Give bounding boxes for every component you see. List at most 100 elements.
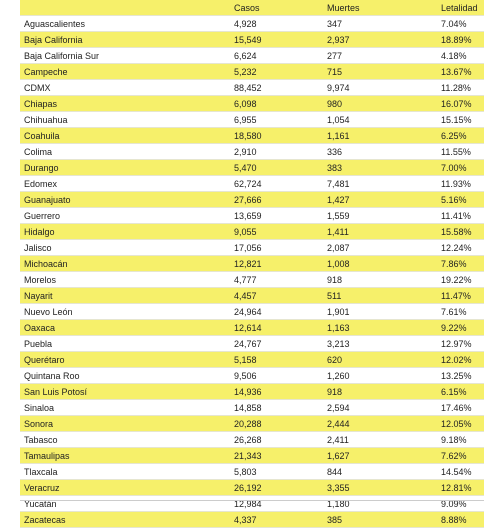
value-cell: 715 (323, 63, 437, 80)
value-cell: 1,161 (323, 127, 437, 144)
value-cell: 1,901 (323, 303, 437, 320)
value-cell: 918 (323, 271, 437, 288)
value-cell: 8.88% (437, 511, 484, 528)
table-row: Quintana Roo 9,506 1,260 13.25% (20, 367, 484, 384)
table-row: CDMX 88,452 9,974 11.28% (20, 79, 484, 96)
header-cell: Letalidad (437, 0, 484, 16)
value-cell: 26,268 (230, 431, 323, 448)
value-cell: 4,777 (230, 271, 323, 288)
value-cell: 11.47% (437, 287, 484, 304)
value-cell: 1,163 (323, 319, 437, 336)
bottom-rule (20, 500, 484, 501)
value-cell: 19.22% (437, 271, 484, 288)
table-row: Tabasco 26,268 2,411 9.18% (20, 431, 484, 448)
value-cell: 88,452 (230, 79, 323, 96)
state-cell: Querétaro (20, 351, 230, 368)
table-row: Jalisco 17,056 2,087 12.24% (20, 239, 484, 256)
value-cell: 4,457 (230, 287, 323, 304)
value-cell: 2,444 (323, 415, 437, 432)
value-cell: 21,343 (230, 447, 323, 464)
state-cell: Oaxaca (20, 319, 230, 336)
value-cell: 12.02% (437, 351, 484, 368)
table-row: Tamaulipas 21,343 1,627 7.62% (20, 447, 484, 464)
value-cell: 13,659 (230, 207, 323, 224)
table-row: Zacatecas 4,337 385 8.88% (20, 511, 484, 528)
value-cell: 15.15% (437, 111, 484, 128)
value-cell: 9.22% (437, 319, 484, 336)
value-cell: 2,087 (323, 239, 437, 256)
value-cell: 3,355 (323, 479, 437, 496)
value-cell: 4.18% (437, 47, 484, 64)
table-row: San Luis Potosí 14,936 918 6.15% (20, 383, 484, 400)
header-cell: Muertes (323, 0, 437, 16)
state-cell: Veracruz (20, 479, 230, 496)
state-cell: San Luis Potosí (20, 383, 230, 400)
value-cell: 18,580 (230, 127, 323, 144)
table-row: Baja California Sur 6,624 277 4.18% (20, 47, 484, 64)
table-row: Durango 5,470 383 7.00% (20, 159, 484, 176)
table-row: Colima 2,910 336 11.55% (20, 143, 484, 160)
table-row: Chihuahua 6,955 1,054 15.15% (20, 111, 484, 128)
table-header: Casos Muertes Letalidad (20, 0, 484, 16)
value-cell: 12.05% (437, 415, 484, 432)
data-table: Casos Muertes Letalidad Aguascalientes 4,… (20, 0, 484, 528)
value-cell: 4,337 (230, 511, 323, 528)
value-cell: 277 (323, 47, 437, 64)
state-cell: Nuevo León (20, 303, 230, 320)
state-cell: Chihuahua (20, 111, 230, 128)
value-cell: 20,288 (230, 415, 323, 432)
state-cell: Morelos (20, 271, 230, 288)
table-row: Yucatán 12,984 1,180 9.09% (20, 495, 484, 512)
value-cell: 918 (323, 383, 437, 400)
state-cell: Tlaxcala (20, 463, 230, 480)
value-cell: 7.61% (437, 303, 484, 320)
value-cell: 6,624 (230, 47, 323, 64)
value-cell: 9,506 (230, 367, 323, 384)
state-cell: Sinaloa (20, 399, 230, 416)
state-cell: Chiapas (20, 95, 230, 112)
value-cell: 12.24% (437, 239, 484, 256)
value-cell: 17.46% (437, 399, 484, 416)
state-cell: Baja California Sur (20, 47, 230, 64)
value-cell: 1,427 (323, 191, 437, 208)
value-cell: 12.97% (437, 335, 484, 352)
value-cell: 27,666 (230, 191, 323, 208)
value-cell: 12,984 (230, 495, 323, 512)
state-cell: Sonora (20, 415, 230, 432)
value-cell: 26,192 (230, 479, 323, 496)
state-cell: Coahuila (20, 127, 230, 144)
value-cell: 1,627 (323, 447, 437, 464)
table-row: Tlaxcala 5,803 844 14.54% (20, 463, 484, 480)
value-cell: 7.86% (437, 255, 484, 272)
table-row: Hidalgo 9,055 1,411 15.58% (20, 223, 484, 240)
value-cell: 11.41% (437, 207, 484, 224)
value-cell: 16.07% (437, 95, 484, 112)
state-cell: Edomex (20, 175, 230, 192)
state-cell: Michoacán (20, 255, 230, 272)
value-cell: 383 (323, 159, 437, 176)
value-cell: 7.04% (437, 15, 484, 32)
value-cell: 5,470 (230, 159, 323, 176)
table-row: Nayarit 4,457 511 11.47% (20, 287, 484, 304)
table-row: Morelos 4,777 918 19.22% (20, 271, 484, 288)
value-cell: 24,767 (230, 335, 323, 352)
value-cell: 6.15% (437, 383, 484, 400)
value-cell: 1,180 (323, 495, 437, 512)
header-cell: Casos (230, 0, 323, 16)
table-row: Guanajuato 27,666 1,427 5.16% (20, 191, 484, 208)
state-cell: CDMX (20, 79, 230, 96)
state-cell: Tabasco (20, 431, 230, 448)
value-cell: 347 (323, 15, 437, 32)
value-cell: 2,937 (323, 31, 437, 48)
state-cell: Tamaulipas (20, 447, 230, 464)
value-cell: 14.54% (437, 463, 484, 480)
table-row: Puebla 24,767 3,213 12.97% (20, 335, 484, 352)
table-row: Querétaro 5,158 620 12.02% (20, 351, 484, 368)
value-cell: 3,213 (323, 335, 437, 352)
table-body: Aguascalientes 4,928 347 7.04% Baja Californ… (20, 15, 484, 528)
value-cell: 18.89% (437, 31, 484, 48)
table-row: Coahuila 18,580 1,161 6.25% (20, 127, 484, 144)
value-cell: 11.28% (437, 79, 484, 96)
value-cell: 9,974 (323, 79, 437, 96)
table-row: Sinaloa 14,858 2,594 17.46% (20, 399, 484, 416)
